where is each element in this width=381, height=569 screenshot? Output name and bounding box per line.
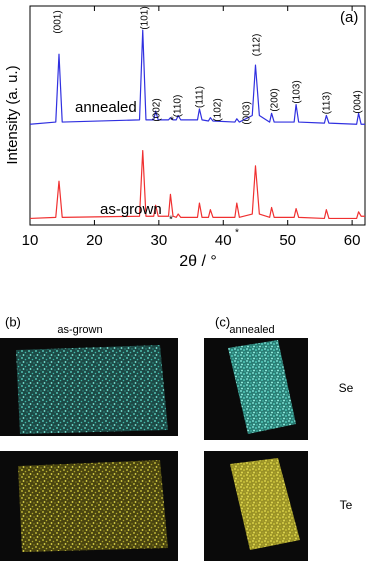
x-tick-label: 40 (215, 232, 232, 249)
element-label: Se (339, 381, 354, 395)
series-label: as-grown (100, 201, 162, 218)
panel-title: annealed (229, 324, 274, 336)
peak-label: (112) (252, 34, 263, 57)
peak-label: (102) (213, 98, 224, 121)
panel-label: (b) (5, 314, 21, 329)
x-tick-label: 20 (86, 232, 103, 249)
x-tick-label: 10 (22, 232, 39, 249)
peak-label: (113) (322, 92, 333, 115)
map-region (230, 458, 300, 550)
peak-label: (002) (152, 98, 163, 121)
y-axis-label: Intensity (a. u.) (4, 65, 21, 164)
panel-label: (a) (340, 9, 358, 26)
series-label: annealed (75, 99, 137, 116)
peak-label: (001) (53, 10, 64, 33)
map-region (18, 460, 168, 552)
peak-label: * (170, 116, 174, 127)
map-region (228, 340, 296, 434)
element-label: Te (340, 498, 353, 512)
xrd-line (29, 149, 365, 220)
peak-label: (110) (173, 95, 184, 118)
x-tick-label: 50 (279, 232, 296, 249)
peak-label: (103) (292, 80, 303, 103)
peak-label: (111) (195, 86, 206, 108)
plot-frame (29, 5, 366, 226)
panel-label: (c) (215, 314, 230, 329)
peak-label: * (169, 215, 173, 226)
peak-label: (003) (242, 101, 253, 124)
x-tick-label: 60 (344, 232, 361, 249)
map-region (16, 345, 168, 434)
x-axis-label: 2θ / ° (179, 253, 217, 270)
xrd-line (29, 29, 365, 125)
peak-label: * (235, 228, 239, 239)
x-tick-label: 30 (151, 232, 168, 249)
panel-title: as-grown (57, 324, 102, 336)
peak-label: (101) (140, 6, 151, 29)
peak-label: (004) (353, 90, 364, 113)
peak-label: (200) (270, 88, 281, 111)
